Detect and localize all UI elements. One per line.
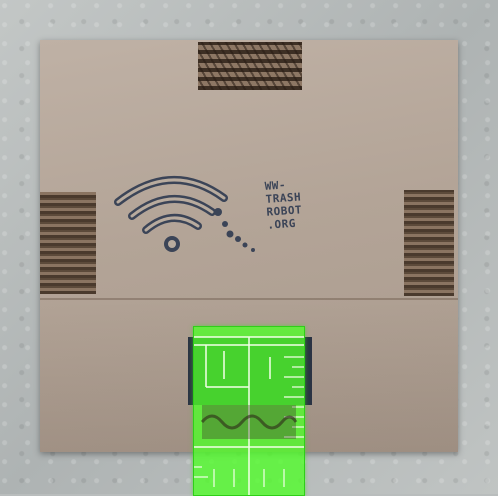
website-stamp: WW- TRASH ROBOT .ORG	[264, 176, 320, 231]
board-crease	[40, 298, 458, 300]
ruler-icon	[193, 326, 305, 496]
ruler-markings	[194, 336, 304, 495]
wifi-icon	[114, 176, 255, 252]
cardboard-square	[40, 40, 458, 452]
right-corrugated-slot	[404, 190, 454, 296]
top-corrugated-slot	[198, 42, 302, 90]
left-corrugated-slot	[40, 192, 96, 294]
